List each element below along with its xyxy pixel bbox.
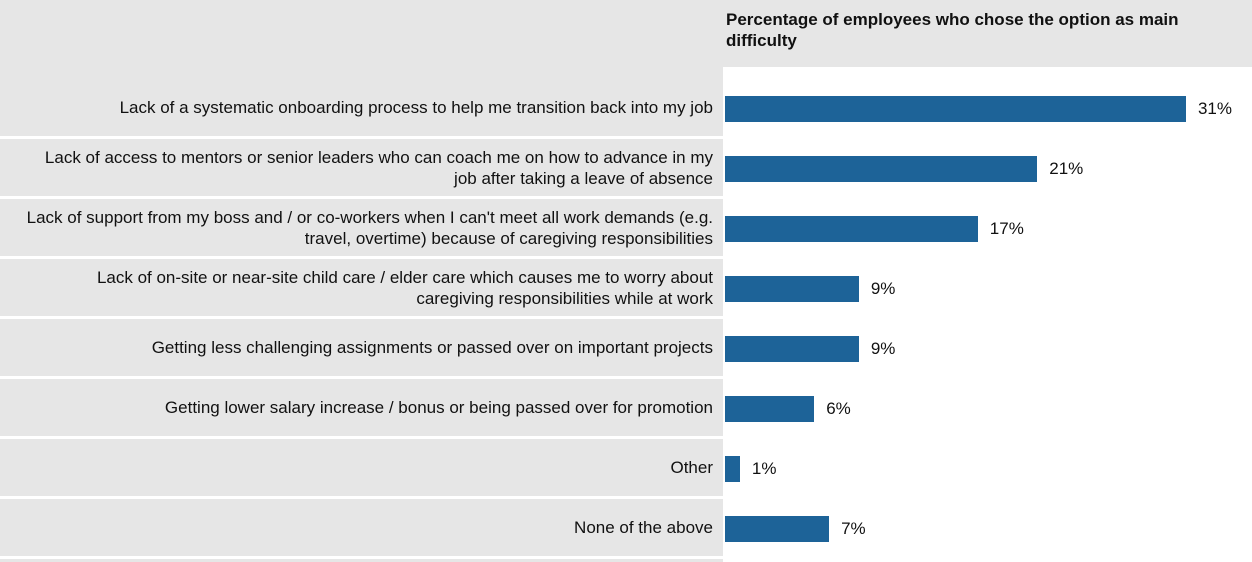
plot-area [723, 67, 1252, 562]
category-label: Getting less challenging assignments or … [151, 338, 713, 357]
value-label: 1% [751, 459, 777, 478]
bar [725, 516, 830, 542]
category-label: Lack of on-site or near-site child care … [96, 267, 713, 308]
bar [725, 336, 859, 362]
category-label: None of the above [574, 518, 713, 537]
bar [725, 456, 740, 482]
category-row: Other [0, 439, 723, 499]
category-row: Getting lower salary increase / bonus or… [0, 379, 723, 439]
category-row: None of the above [0, 499, 723, 559]
bar [725, 96, 1186, 122]
category-row: Lack of support from my boss and / or co… [0, 199, 723, 259]
value-label: 9% [870, 279, 896, 298]
chart-title: Percentage of employees who chose the op… [726, 10, 1179, 50]
category-label: Other [670, 458, 713, 477]
value-label: 21% [1049, 159, 1084, 178]
value-label: 6% [826, 399, 851, 418]
bar [725, 156, 1038, 182]
category-label: Lack of support from my boss and / or co… [26, 207, 713, 248]
value-label: 17% [989, 219, 1024, 238]
category-row: Getting less challenging assignments or … [0, 319, 723, 379]
category-label: Getting lower salary increase / bonus or… [164, 398, 713, 417]
category-label: Lack of a systematic onboarding process … [119, 98, 713, 117]
category-label: Lack of access to mentors or senior lead… [44, 147, 713, 188]
value-label: 9% [870, 339, 896, 358]
bar [725, 276, 859, 302]
value-label: 7% [841, 519, 866, 538]
category-row: Lack of access to mentors or senior lead… [0, 139, 723, 199]
category-row: Lack of a systematic onboarding process … [0, 79, 723, 139]
bar [725, 396, 815, 422]
value-label: 31% [1197, 99, 1232, 118]
category-row: Lack of on-site or near-site child care … [0, 259, 723, 319]
bar [725, 216, 978, 242]
